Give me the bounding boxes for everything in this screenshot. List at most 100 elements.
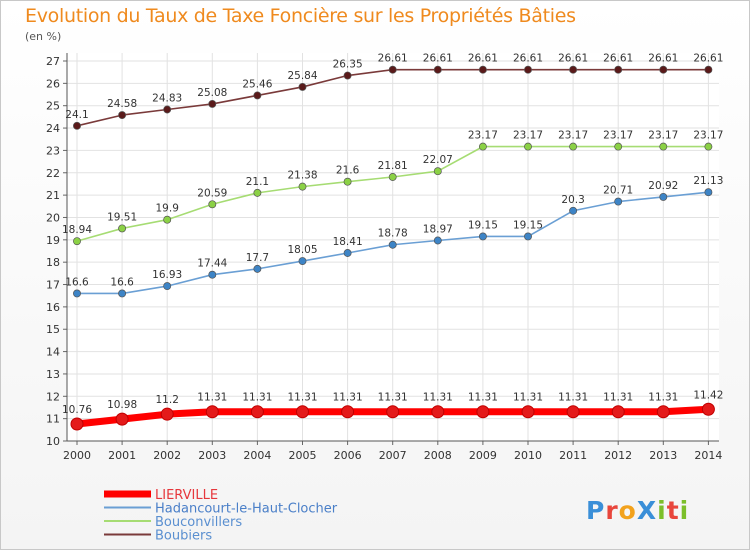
data-label-lierville: 10.98 xyxy=(107,399,137,411)
x-tick-label: 2014 xyxy=(694,449,722,462)
data-point-boubiers xyxy=(118,111,127,120)
logo-letter: o xyxy=(618,496,637,525)
data-point-bouconvillers xyxy=(118,224,127,233)
data-label-lierville: 11.31 xyxy=(378,392,408,404)
logo-letter: i xyxy=(679,496,690,525)
data-point-lierville xyxy=(431,405,445,419)
legend-label-hadancourt-le-haut-clocher: Hadancourt-le-Haut-Clocher xyxy=(155,502,338,517)
data-label-hadancourt-le-haut-clocher: 21.13 xyxy=(693,175,723,187)
data-label-hadancourt-le-haut-clocher: 18.41 xyxy=(333,236,363,248)
data-label-lierville: 11.31 xyxy=(558,392,588,404)
data-point-hadancourt-le-haut-clocher xyxy=(163,282,172,291)
data-label-boubiers: 26.61 xyxy=(423,53,453,65)
data-label-lierville: 11.31 xyxy=(603,392,633,404)
data-label-hadancourt-le-haut-clocher: 16.6 xyxy=(65,276,89,288)
data-label-hadancourt-le-haut-clocher: 20.3 xyxy=(561,194,584,206)
data-point-boubiers xyxy=(343,71,352,80)
data-point-hadancourt-le-haut-clocher xyxy=(659,192,668,201)
data-label-boubiers: 26.61 xyxy=(378,53,408,65)
y-tick-label: 26 xyxy=(46,77,60,90)
data-label-boubiers: 26.35 xyxy=(333,59,363,71)
data-point-lierville xyxy=(566,405,580,419)
logo-letter: r xyxy=(605,496,619,525)
data-point-boubiers xyxy=(298,82,307,91)
data-point-bouconvillers xyxy=(614,142,623,151)
data-point-hadancourt-le-haut-clocher xyxy=(118,289,127,298)
y-tick-label: 15 xyxy=(46,323,60,336)
data-point-hadancourt-le-haut-clocher xyxy=(388,240,397,249)
data-point-boubiers xyxy=(73,121,81,130)
logo-letter: X xyxy=(636,496,658,525)
data-point-lierville xyxy=(341,405,355,419)
data-point-bouconvillers xyxy=(208,200,217,209)
data-point-lierville xyxy=(386,405,400,419)
data-point-boubiers xyxy=(614,65,623,74)
y-tick-label: 13 xyxy=(46,368,60,381)
y-tick-label: 10 xyxy=(46,435,60,448)
data-label-bouconvillers: 23.17 xyxy=(513,130,543,142)
data-point-bouconvillers xyxy=(478,142,487,151)
data-point-hadancourt-le-haut-clocher xyxy=(569,206,578,215)
data-point-bouconvillers xyxy=(704,142,713,151)
data-label-hadancourt-le-haut-clocher: 18.97 xyxy=(423,223,453,235)
x-tick-label: 2013 xyxy=(649,449,677,462)
axes: 10 11 12 13 14 15 16 17 18 19 20 21 22 23 24 25 26 27 2000… xyxy=(46,53,722,462)
y-tick-label: 18 xyxy=(46,256,60,269)
data-point-boubiers xyxy=(659,65,668,74)
data-point-hadancourt-le-haut-clocher xyxy=(208,270,217,279)
data-point-boubiers xyxy=(163,105,172,114)
data-point-bouconvillers xyxy=(433,167,442,176)
data-point-hadancourt-le-haut-clocher xyxy=(343,249,352,257)
data-point-lierville xyxy=(296,405,309,419)
data-point-boubiers xyxy=(569,65,578,74)
data-label-bouconvillers: 19.51 xyxy=(107,211,137,223)
data-label-boubiers: 26.61 xyxy=(468,53,498,65)
data-label-lierville: 11.31 xyxy=(197,392,227,404)
chart-title: Evolution du Taux de Taxe Foncière sur l… xyxy=(25,5,576,27)
data-label-lierville: 11.31 xyxy=(468,392,498,404)
data-point-boubiers xyxy=(524,65,532,74)
legend: LIERVILLEHadancourt-le-Haut-ClocherBouco… xyxy=(104,488,338,544)
data-point-hadancourt-le-haut-clocher xyxy=(478,232,487,241)
legend-label-lierville: LIERVILLE xyxy=(155,488,218,503)
x-tick-label: 2010 xyxy=(514,449,542,462)
data-label-lierville: 11.31 xyxy=(287,392,317,404)
legend-label-bouconvillers: Bouconvillers xyxy=(155,515,242,530)
y-tick-label: 27 xyxy=(46,55,60,68)
data-label-bouconvillers: 21.1 xyxy=(246,176,269,188)
data-label-hadancourt-le-haut-clocher: 17.7 xyxy=(246,252,269,264)
data-point-bouconvillers xyxy=(163,215,172,224)
x-tick-label: 2006 xyxy=(334,449,362,462)
data-labels: 16.6 16.6 16.93 17.44 17.7 18.05 18.41 18.78 18.… xyxy=(62,53,723,416)
x-tick-label: 2007 xyxy=(379,449,407,462)
data-label-hadancourt-le-haut-clocher: 19.15 xyxy=(513,219,543,231)
y-tick-label: 23 xyxy=(46,144,60,157)
data-point-boubiers xyxy=(208,99,217,108)
data-point-boubiers xyxy=(704,65,713,74)
data-label-boubiers: 25.84 xyxy=(287,70,317,82)
logo-letter: P xyxy=(586,496,606,525)
data-label-bouconvillers: 23.17 xyxy=(468,130,498,142)
data-point-hadancourt-le-haut-clocher xyxy=(524,232,532,241)
data-label-bouconvillers: 19.9 xyxy=(156,203,179,215)
data-label-hadancourt-le-haut-clocher: 18.78 xyxy=(378,228,408,240)
data-point-bouconvillers xyxy=(73,237,81,246)
data-label-hadancourt-le-haut-clocher: 16.6 xyxy=(110,276,134,288)
data-label-hadancourt-le-haut-clocher: 17.44 xyxy=(197,258,227,270)
y-tick-label: 11 xyxy=(46,413,60,426)
x-tick-label: 2008 xyxy=(424,449,452,462)
data-label-hadancourt-le-haut-clocher: 20.92 xyxy=(648,180,678,192)
data-point-lierville xyxy=(70,417,84,431)
data-label-boubiers: 24.58 xyxy=(107,98,137,110)
data-point-lierville xyxy=(250,405,264,419)
unit-label: (en %) xyxy=(25,30,62,43)
y-tick-label: 25 xyxy=(46,100,60,113)
data-point-hadancourt-le-haut-clocher xyxy=(73,289,81,298)
data-point-lierville xyxy=(160,407,174,421)
data-point-hadancourt-le-haut-clocher xyxy=(614,197,623,206)
y-tick-label: 17 xyxy=(46,279,60,292)
data-label-boubiers: 26.61 xyxy=(513,53,543,65)
x-tick-label: 2003 xyxy=(198,449,226,462)
